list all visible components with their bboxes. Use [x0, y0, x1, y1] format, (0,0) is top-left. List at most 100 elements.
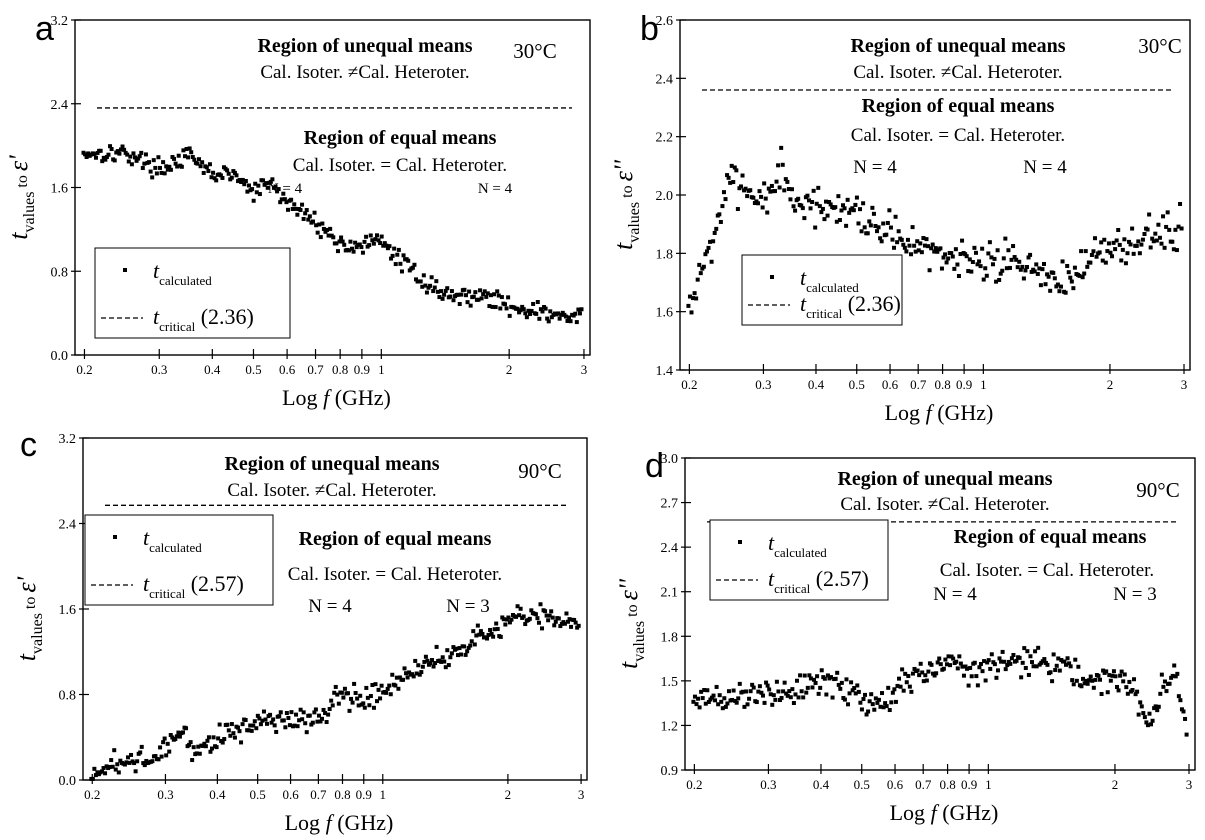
data-point: [1001, 256, 1006, 261]
data-point: [836, 682, 841, 687]
y-axis-label: tvalues to ε'': [609, 160, 643, 250]
data-point: [1098, 677, 1103, 682]
data-point: [949, 654, 954, 659]
data-point: [1124, 685, 1129, 690]
data-point: [779, 145, 784, 150]
data-point: [1116, 688, 1121, 693]
data-point: [858, 700, 863, 705]
data-point: [1019, 675, 1024, 680]
data-point: [960, 238, 965, 243]
data-point: [395, 252, 400, 257]
data-point: [890, 690, 895, 695]
x-axis-label-prefix: Log: [285, 810, 326, 835]
data-point: [998, 271, 1003, 276]
data-point: [703, 252, 708, 257]
data-point: [392, 246, 397, 251]
data-point: [1021, 276, 1026, 281]
data-point: [1133, 692, 1138, 697]
data-point: [917, 673, 922, 678]
data-point: [95, 150, 100, 155]
data-point: [1139, 704, 1144, 709]
data-point: [205, 738, 210, 743]
data-point: [375, 699, 380, 704]
data-point: [1007, 265, 1012, 270]
data-point: [801, 695, 806, 700]
data-point: [1164, 689, 1169, 694]
data-point: [197, 157, 202, 162]
data-point: [562, 621, 567, 626]
data-point: [944, 662, 949, 667]
data-point: [434, 644, 439, 649]
data-point: [378, 241, 383, 246]
data-point: [1071, 286, 1076, 291]
data-point: [974, 674, 979, 679]
data-point: [1136, 712, 1141, 717]
data-point: [757, 189, 762, 194]
data-point: [113, 767, 118, 772]
data-point: [779, 695, 784, 700]
data-point: [1137, 251, 1142, 256]
data-point: [298, 207, 303, 212]
data-point: [916, 248, 921, 253]
data-point: [411, 674, 416, 679]
data-point: [847, 691, 852, 696]
data-point: [423, 283, 428, 288]
data-point: [904, 680, 909, 685]
data-point: [1048, 288, 1053, 293]
data-point: [137, 154, 142, 159]
data-point: [732, 165, 737, 170]
data-point: [1038, 283, 1043, 288]
data-point: [112, 158, 117, 163]
data-point: [1096, 673, 1101, 678]
data-point: [812, 677, 817, 682]
data-point: [553, 619, 558, 624]
data-point: [327, 706, 332, 711]
data-point: [365, 695, 370, 700]
data-point: [127, 760, 132, 765]
data-point: [254, 190, 259, 195]
data-point: [535, 300, 540, 305]
legend-calc-t: t: [153, 258, 160, 283]
data-point: [307, 713, 312, 718]
y-tick-label: 1.8: [661, 630, 679, 645]
y-tick-label: 0.0: [51, 349, 69, 364]
data-point: [1116, 227, 1121, 232]
data-point: [347, 708, 352, 713]
data-point: [235, 725, 240, 730]
data-point: [286, 207, 291, 212]
data-point: [842, 697, 847, 702]
data-point: [740, 173, 745, 178]
x-axis-label: Log f (GHz): [890, 800, 999, 825]
data-point: [491, 634, 496, 639]
legend-calc-t: t: [143, 525, 150, 550]
data-point: [471, 294, 476, 299]
data-point: [972, 660, 977, 665]
data-point: [254, 726, 259, 731]
data-point: [334, 241, 339, 246]
data-point: [929, 246, 934, 251]
x-tick-label: 0.5: [250, 787, 266, 802]
data-point: [1167, 227, 1172, 232]
x-tick-label: 0.6: [882, 377, 899, 392]
data-point: [240, 722, 245, 727]
legend-crit-t: t: [768, 566, 775, 591]
data-point: [956, 274, 961, 279]
data-point: [353, 240, 358, 245]
data-point: [726, 175, 731, 180]
data-point: [439, 659, 444, 664]
data-point: [104, 155, 109, 160]
data-point: [212, 176, 217, 181]
data-point: [487, 304, 492, 309]
data-point: [830, 695, 835, 700]
data-point: [802, 216, 807, 221]
data-point: [463, 293, 468, 298]
equal-subtitle: Cal. Isoter. = Cal. Heteroter.: [293, 155, 507, 176]
x-tick-label: 0.9: [956, 377, 972, 392]
data-point: [824, 692, 829, 697]
data-point: [1104, 669, 1109, 674]
data-point: [1051, 652, 1056, 657]
data-point: [90, 776, 95, 781]
data-point: [1093, 677, 1098, 682]
unequal-subtitle: Cal. Isoter. ≠Cal. Heteroter.: [227, 480, 436, 501]
